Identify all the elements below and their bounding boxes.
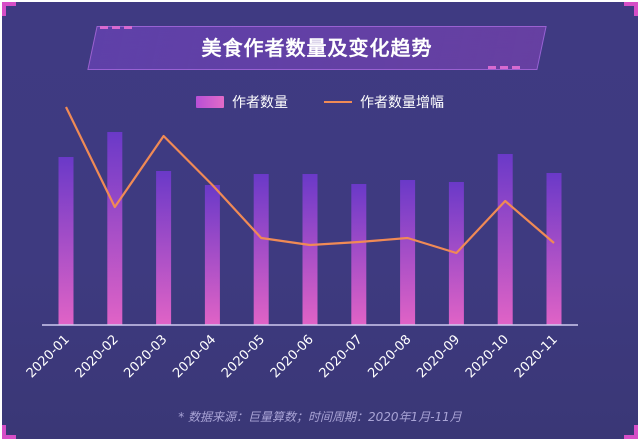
title-dash-decoration xyxy=(488,66,528,69)
x-tick-labels: 2020-01 2020-02 2020-03 2020-04 2020-05 2020-… xyxy=(24,332,561,381)
bar-2020-10 xyxy=(497,154,513,325)
bar-2020-01 xyxy=(58,157,74,325)
bar-2020-03 xyxy=(156,171,172,325)
bar-2020-04 xyxy=(204,185,220,325)
legend-line-label: 作者数量增幅 xyxy=(360,95,444,111)
legend: 作者数量 作者数量增幅 xyxy=(196,92,444,112)
corner-decoration xyxy=(2,2,16,16)
x-tick-label: 2020-07 xyxy=(317,332,366,381)
x-tick-label: 2020-09 xyxy=(414,332,463,381)
bar-2020-07 xyxy=(351,184,367,325)
x-tick-label: 2020-05 xyxy=(219,332,268,381)
x-tick-label: 2020-03 xyxy=(121,332,170,381)
title-dash-decoration xyxy=(100,26,136,29)
corner-decoration xyxy=(2,425,16,439)
x-tick-label: 2020-02 xyxy=(73,332,122,381)
bar-2020-02 xyxy=(107,132,123,325)
legend-bar-label: 作者数量 xyxy=(232,95,288,111)
bar-2020-08 xyxy=(400,180,416,325)
bar-2020-11 xyxy=(546,173,562,325)
footnote: * 数据来源：巨量算数；时间周期：2020年1月-11月 xyxy=(178,410,462,424)
chart-title: 美食作者数量及变化趋势 xyxy=(201,36,433,60)
corner-decoration xyxy=(624,425,638,439)
bar-2020-06 xyxy=(302,174,318,325)
bar-series xyxy=(58,132,562,325)
x-tick-label: 2020-10 xyxy=(463,332,512,381)
legend-bar-swatch xyxy=(196,96,224,108)
legend-line-swatch xyxy=(324,101,352,103)
x-tick-label: 2020-08 xyxy=(365,332,414,381)
x-tick-label: 2020-04 xyxy=(170,332,219,381)
line-series xyxy=(65,106,555,255)
x-tick-label: 2020-06 xyxy=(268,332,317,381)
bar-2020-05 xyxy=(253,174,269,325)
corner-decoration xyxy=(624,2,638,16)
x-tick-label: 2020-01 xyxy=(24,332,73,381)
x-tick-label: 2020-11 xyxy=(512,332,561,381)
